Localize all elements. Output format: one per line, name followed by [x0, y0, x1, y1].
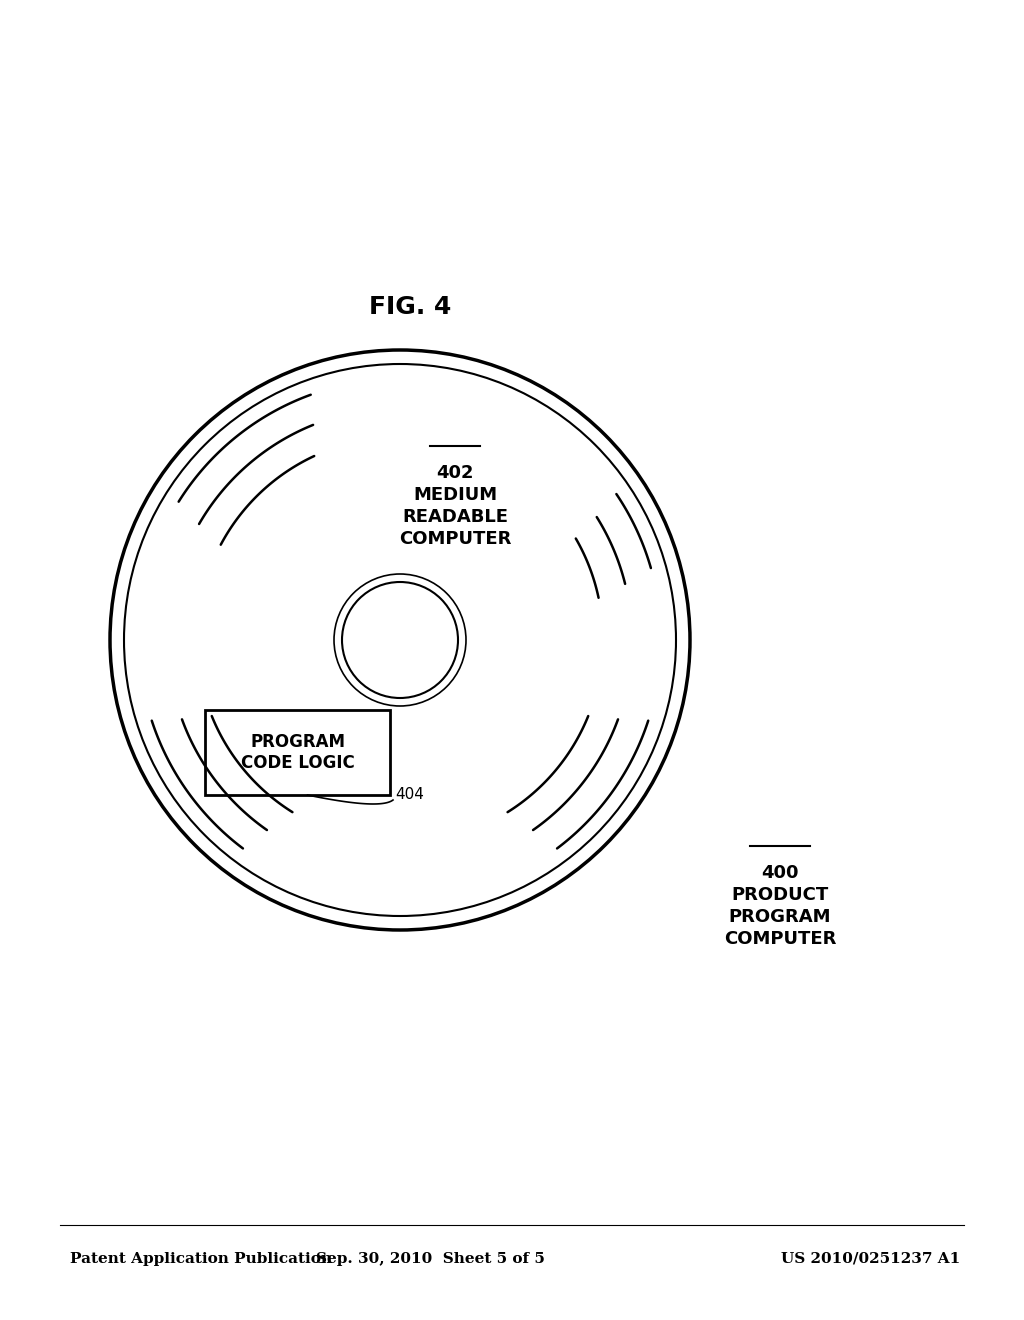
- Text: US 2010/0251237 A1: US 2010/0251237 A1: [780, 1251, 961, 1266]
- Text: MEDIUM: MEDIUM: [413, 486, 497, 504]
- Text: COMPUTER: COMPUTER: [724, 931, 837, 948]
- Text: COMPUTER: COMPUTER: [398, 531, 511, 548]
- Text: READABLE: READABLE: [402, 508, 508, 525]
- Text: PROGRAM
CODE LOGIC: PROGRAM CODE LOGIC: [241, 733, 354, 772]
- Bar: [205, 710, 390, 795]
- Text: PRODUCT: PRODUCT: [731, 886, 828, 904]
- Text: PROGRAM: PROGRAM: [729, 908, 831, 927]
- Text: Sep. 30, 2010  Sheet 5 of 5: Sep. 30, 2010 Sheet 5 of 5: [315, 1251, 545, 1266]
- Text: 400: 400: [761, 865, 799, 882]
- Text: FIG. 4: FIG. 4: [369, 294, 452, 319]
- Text: 402: 402: [436, 465, 474, 482]
- Text: Patent Application Publication: Patent Application Publication: [70, 1251, 332, 1266]
- Text: 404: 404: [395, 787, 424, 803]
